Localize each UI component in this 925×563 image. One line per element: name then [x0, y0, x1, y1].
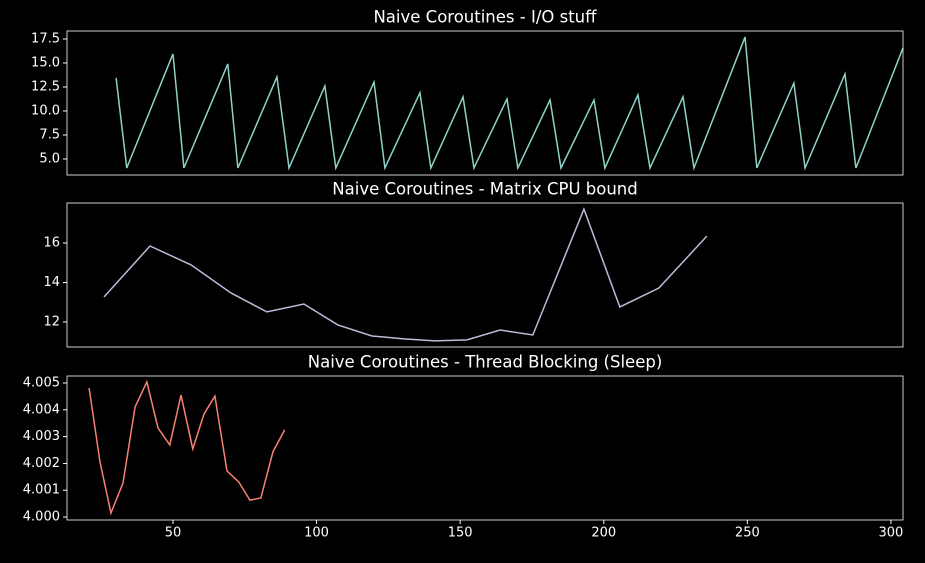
- y-tick-label: 16: [43, 236, 60, 251]
- x-tick-label: 200: [591, 526, 616, 541]
- y-tick-label: 4.000: [23, 510, 60, 525]
- y-tick-label: 14: [43, 275, 60, 290]
- x-tick-label: 50: [165, 526, 182, 541]
- y-tick-label: 15.0: [31, 55, 60, 70]
- y-tick-label: 12: [43, 314, 60, 329]
- y-tick-label: 4.002: [23, 456, 60, 471]
- axes-frame: [66, 30, 904, 176]
- y-tick-label: 17.5: [31, 31, 60, 46]
- x-tick-label: 300: [879, 526, 904, 541]
- x-tick-label: 150: [448, 526, 473, 541]
- data-line: [103, 207, 708, 342]
- data-line: [88, 379, 286, 516]
- y-tick-label: 5.0: [39, 151, 60, 166]
- y-tick-label: 7.5: [39, 127, 60, 142]
- chart-title: Naive Coroutines - Matrix CPU bound: [332, 180, 637, 199]
- y-tick-label: 10.0: [31, 103, 60, 118]
- y-tick-label: 4.003: [23, 429, 60, 444]
- chart-title: Naive Coroutines - I/O stuff: [373, 8, 597, 27]
- chart-title: Naive Coroutines - Thread Blocking (Slee…: [308, 353, 663, 372]
- x-tick-label: 100: [304, 526, 329, 541]
- x-tick-label: 250: [735, 526, 760, 541]
- y-tick-label: 4.005: [23, 375, 60, 390]
- data-line: [115, 36, 904, 171]
- y-tick-label: 4.001: [23, 483, 60, 498]
- y-tick-label: 4.004: [23, 402, 60, 417]
- y-tick-label: 12.5: [31, 79, 60, 94]
- axes-frame: [66, 375, 904, 521]
- axes-frame: [66, 202, 904, 348]
